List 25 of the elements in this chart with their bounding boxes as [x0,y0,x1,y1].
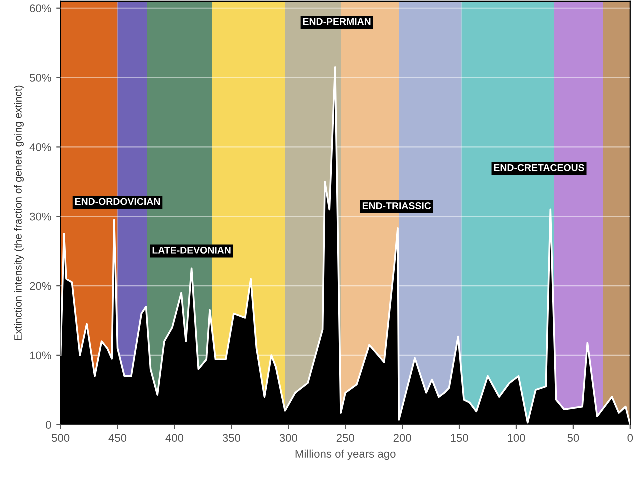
annotation: END-PERMIAN [303,18,371,26]
x-tick-label: 0 [628,434,634,442]
y-tick-label: 20% [30,282,52,290]
x-tick-label: 200 [394,434,412,442]
y-tick-label: 40% [30,143,52,152]
y-tick-label: 50% [30,74,52,82]
x-tick-label: 250 [336,434,354,442]
x-tick-label: 100 [508,434,526,442]
y-tick-label: 10% [30,352,52,360]
x-tick-label: 400 [166,434,184,442]
x-tick-label: 350 [222,434,241,442]
annotation: END-ORDOVICIAN [75,198,160,206]
y-tick-label: 60% [30,4,52,13]
y-tick-label: 30% [30,212,52,221]
x-tick-label: 50 [568,434,580,442]
y-tick-label: 0 [46,421,52,430]
annotation: END-CRETACEOUS [494,164,584,172]
x-tick-label: 450 [108,434,127,442]
x-tick-label: 150 [451,434,468,442]
x-tick-label: 500 [52,434,70,442]
x-tick-label: 300 [280,434,298,442]
x-axis-title: Millions of years ago [296,450,396,460]
annotation: END-TRIASSIC [362,202,432,210]
y-axis-title: Extinction intensity (the fraction of genera going extinct) [14,86,24,340]
annotation: LATE-DEVONIAN [152,246,231,254]
